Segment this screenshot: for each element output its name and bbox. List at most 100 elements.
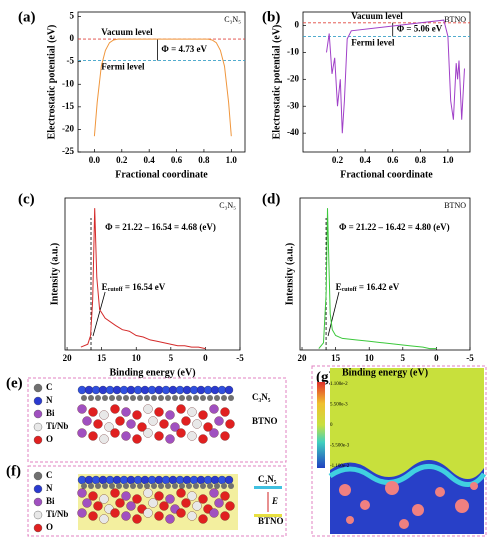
atom xyxy=(181,498,191,508)
cutoff-label-sub: cutoff xyxy=(108,287,124,293)
atom xyxy=(133,475,143,485)
atom xyxy=(154,491,164,501)
panel-letter: (d) xyxy=(262,191,280,207)
x-axis-title: Binding energy (eV) xyxy=(109,367,195,378)
legend-label: Ti/Nb xyxy=(46,509,68,519)
y-tick-label: -5 xyxy=(67,56,75,66)
atom xyxy=(132,494,142,504)
cutoff-label-rest: = 16.42 eV xyxy=(357,282,400,292)
atom xyxy=(77,475,87,485)
atom xyxy=(165,434,175,444)
atom xyxy=(170,422,180,432)
atom xyxy=(77,428,87,438)
atom xyxy=(154,385,164,395)
reference-label: Fermi level xyxy=(101,62,145,72)
x-tick-label: 0.6 xyxy=(171,155,183,165)
legend-atom xyxy=(33,409,43,419)
x-tick-label: 5 xyxy=(169,353,174,363)
atom xyxy=(165,483,171,489)
atom xyxy=(137,395,143,401)
data-line xyxy=(80,208,206,350)
data-line xyxy=(318,208,437,350)
atom xyxy=(189,475,199,485)
atom xyxy=(186,483,192,489)
legend-label: O xyxy=(46,522,53,532)
colorbar-label: 0 xyxy=(330,423,333,428)
atom xyxy=(165,514,175,524)
x-tick-label: 0.0 xyxy=(89,155,101,165)
panel-letter: (g) xyxy=(316,369,334,385)
atom xyxy=(115,498,125,508)
atom xyxy=(130,483,136,489)
atom xyxy=(84,475,94,485)
atom xyxy=(148,498,158,508)
legend-atom xyxy=(33,383,43,393)
plot-frame xyxy=(64,197,241,351)
x-tick-label: 15 xyxy=(331,353,341,363)
atom xyxy=(154,475,164,485)
atom xyxy=(224,385,234,395)
atom xyxy=(186,395,192,401)
map-blob xyxy=(360,500,370,510)
atom xyxy=(225,501,235,511)
legend-label: Ti/Nb xyxy=(46,421,68,431)
atom xyxy=(121,431,131,441)
panel-letter: (f) xyxy=(6,463,21,479)
map-blob xyxy=(470,482,478,490)
atom xyxy=(151,483,157,489)
atom xyxy=(77,404,87,414)
atom xyxy=(193,395,199,401)
cutoff-label-rest: = 16.54 eV xyxy=(123,282,166,292)
atom xyxy=(91,475,101,485)
atom xyxy=(140,385,150,395)
x-tick-label: 20 xyxy=(298,353,308,363)
atom xyxy=(165,410,175,420)
map-band-edge xyxy=(328,464,487,487)
atom xyxy=(159,419,169,429)
charge-bar xyxy=(254,514,282,517)
y-tick-label: -15 xyxy=(62,101,74,111)
atom xyxy=(225,419,235,429)
plot-frame xyxy=(299,197,471,351)
colorbar-label: 1.100e-2 xyxy=(330,382,348,387)
atom xyxy=(154,511,164,521)
legend-label: Bi xyxy=(46,496,55,506)
y-axis-title: Intensity (a.u.) xyxy=(49,243,60,306)
atom xyxy=(217,385,227,395)
atom xyxy=(147,385,157,395)
atom xyxy=(187,511,197,521)
sample-label: C₃N₅ xyxy=(219,201,236,210)
atom xyxy=(88,511,98,521)
x-tick-label: 1.0 xyxy=(226,155,238,165)
atom xyxy=(209,404,219,414)
atom xyxy=(84,385,94,395)
atom xyxy=(221,483,227,489)
atom xyxy=(119,385,129,395)
panel-f-frame xyxy=(27,465,287,537)
atom xyxy=(168,385,178,395)
atom xyxy=(214,416,224,426)
legend-atom xyxy=(33,510,43,520)
atom xyxy=(196,385,206,395)
legend-atom xyxy=(33,435,43,445)
map-blob xyxy=(435,487,445,497)
atom xyxy=(209,508,219,518)
panel-letter: (b) xyxy=(262,9,280,25)
map-blob xyxy=(455,499,469,513)
atom xyxy=(187,407,197,417)
phi-annotation: Φ = 5.06 eV xyxy=(397,24,443,34)
cutoff-label-main: E xyxy=(336,282,342,292)
atom xyxy=(143,508,153,518)
reference-label: Fermi level xyxy=(351,37,395,47)
atom xyxy=(81,395,87,401)
x-axis-title: Fractional coordinate xyxy=(340,169,433,180)
atom xyxy=(126,385,136,395)
atom xyxy=(140,475,150,485)
layer-bottom-label: BTNO xyxy=(252,416,278,426)
legend-label: C xyxy=(46,470,53,480)
plot-frame xyxy=(77,11,246,153)
atom xyxy=(165,395,171,401)
atom xyxy=(123,395,129,401)
atom xyxy=(172,483,178,489)
